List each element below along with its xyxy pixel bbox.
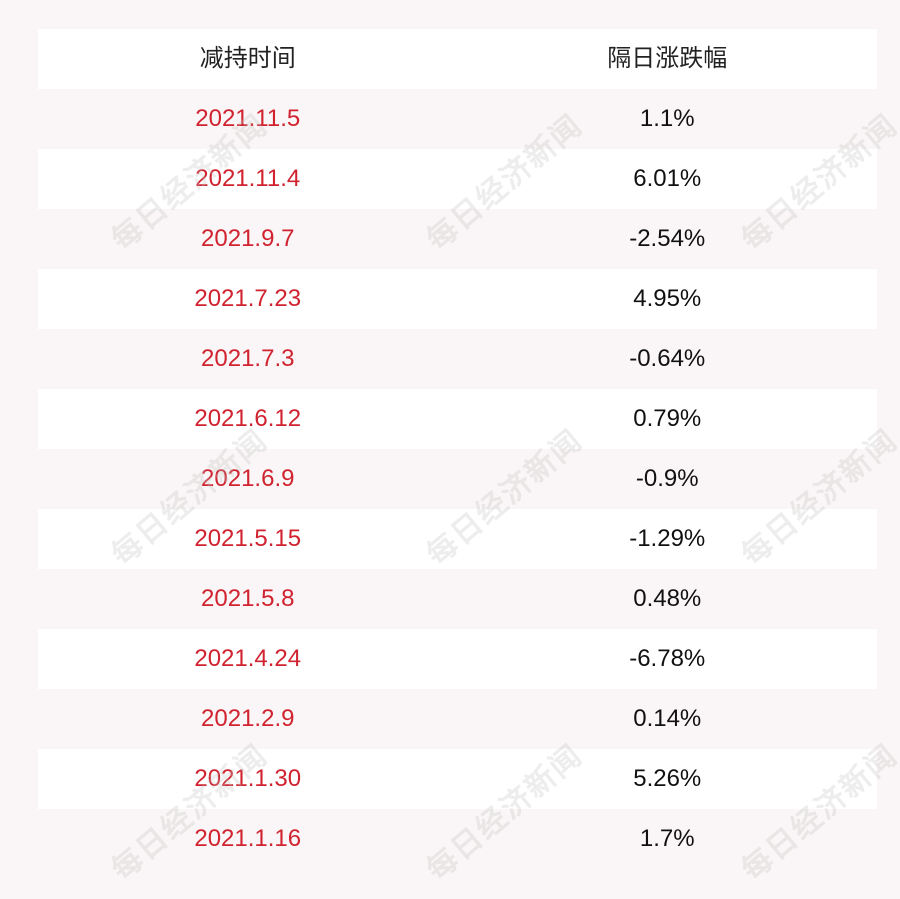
reduction-date-cell: 2021.9.7 [201,225,295,252]
next-day-change-cell: 1.1% [639,105,695,132]
table-row: 2021.9.7 -2.54% [38,209,877,269]
table-row: 2021.5.8 0.48% [38,569,877,629]
reduction-date-cell: 2021.5.15 [194,525,302,552]
table-row: 2021.7.23 4.95% [38,269,877,329]
reduction-date-cell: 2021.5.8 [201,585,295,612]
next-day-change-cell: -0.64% [629,345,706,372]
table-row: 2021.6.9 -0.9% [38,449,877,509]
reduction-date-cell: 2021.1.16 [194,825,302,852]
table-row: 2021.6.12 0.79% [38,389,877,449]
reduction-date-cell: 2021.6.12 [194,405,302,432]
table-row: 2021.11.5 1.1% [38,89,877,149]
next-day-change-cell: -6.78% [629,645,706,672]
table-row: 2021.7.3 -0.64% [38,329,877,389]
table-row: 2021.5.15 -1.29% [38,509,877,569]
table-row: 2021.1.16 1.7% [38,809,877,869]
next-day-change-cell: 0.79% [633,405,702,432]
reduction-date-cell: 2021.1.30 [194,765,302,792]
next-day-change-cell: -1.29% [629,525,706,552]
reduction-date-cell: 2021.7.23 [194,285,302,312]
next-day-change-cell: 4.95% [633,285,702,312]
header-next-day-change: 隔日涨跌幅 [607,45,728,72]
next-day-change-cell: 6.01% [633,165,702,192]
next-day-change-cell: 1.7% [639,825,695,852]
next-day-change-cell: -0.9% [635,465,699,492]
reduction-date-cell: 2021.7.3 [201,345,295,372]
next-day-change-cell: -2.54% [629,225,706,252]
reduction-date-cell: 2021.11.4 [195,165,301,192]
reduction-table: 减持时间 隔日涨跌幅 2021.11.5 1.1% 2021.11.4 6.01% 20… [38,29,877,869]
header-reduction-date: 减持时间 [199,45,296,72]
table-row: 2021.4.24 -6.78% [38,629,877,689]
next-day-change-cell: 5.26% [633,765,702,792]
table-row: 2021.2.9 0.14% [38,689,877,749]
reduction-date-cell: 2021.6.9 [201,465,295,492]
reduction-date-cell: 2021.11.5 [195,105,301,132]
next-day-change-cell: 0.14% [633,705,702,732]
table-row: 2021.11.4 6.01% [38,149,877,209]
table-header-row: 减持时间 隔日涨跌幅 [38,29,877,89]
table-body: 2021.11.5 1.1% 2021.11.4 6.01% 2021.9.7 -2.54… [38,89,877,869]
next-day-change-cell: 0.48% [633,585,702,612]
reduction-date-cell: 2021.2.9 [201,705,295,732]
reduction-date-cell: 2021.4.24 [194,645,302,672]
table-row: 2021.1.30 5.26% [38,749,877,809]
